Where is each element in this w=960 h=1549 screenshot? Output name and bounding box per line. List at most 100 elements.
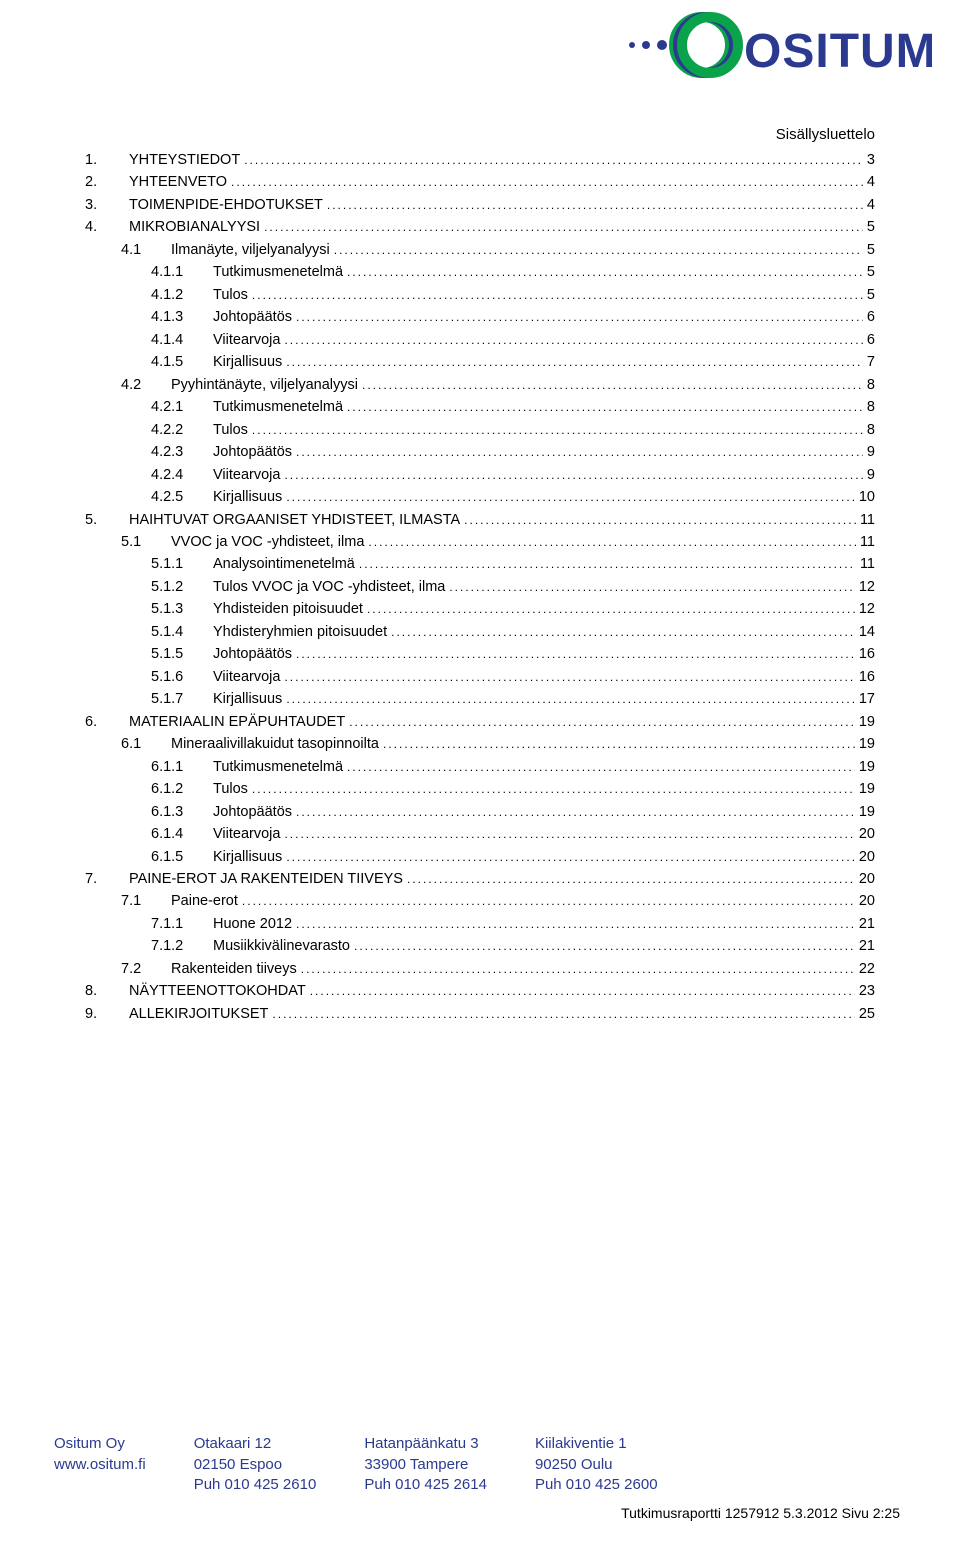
- toc-entry-title: Viitearvoja: [213, 826, 280, 842]
- toc-entry-page: 19: [855, 756, 875, 778]
- toc-leader: [248, 284, 863, 306]
- toc-entry[interactable]: 5.1.6Viitearvoja16: [85, 666, 875, 688]
- toc-entry-page: 21: [855, 913, 875, 935]
- toc-entry[interactable]: 6.MATERIAALIN EPÄPUHTAUDET19: [85, 711, 875, 733]
- toc-leader: [350, 935, 855, 957]
- toc-entry[interactable]: 4.MIKROBIANALYYSI5: [85, 216, 875, 238]
- toc-entry-label: 7.1Paine-erot: [121, 890, 238, 912]
- footer-line: Kiilakiventie 1: [535, 1434, 658, 1454]
- toc-entry[interactable]: 6.1.3Johtopäätös19: [85, 801, 875, 823]
- toc-entry-title: YHTEENVETO: [129, 174, 227, 190]
- toc-entry-title: Huone 2012: [213, 916, 292, 932]
- toc-entry[interactable]: 7.1Paine-erot20: [85, 890, 875, 912]
- toc-entry-number: 5.1.3: [151, 598, 213, 620]
- footer-column: Ositum Oywww.ositum.fi: [54, 1434, 146, 1495]
- toc-entry-page: 19: [855, 778, 875, 800]
- toc-entry-number: 5.1.4: [151, 621, 213, 643]
- footer-line: www.ositum.fi: [54, 1455, 146, 1475]
- toc-entry-page: 4: [863, 171, 875, 193]
- toc-leader: [460, 509, 856, 531]
- toc-entry[interactable]: 4.2.2Tulos8: [85, 419, 875, 441]
- toc-entry-page: 17: [855, 688, 875, 710]
- toc-entry[interactable]: 7.2Rakenteiden tiiveys22: [85, 958, 875, 980]
- toc-leader: [343, 756, 855, 778]
- toc-entry-page: 4: [863, 194, 875, 216]
- toc-entry-number: 4.1.4: [151, 329, 213, 351]
- toc-entry-label: 5.1.2Tulos VVOC ja VOC -yhdisteet, ilma: [151, 576, 445, 598]
- toc-entry[interactable]: 4.1.4Viitearvoja6: [85, 329, 875, 351]
- toc-entry[interactable]: 2.YHTEENVETO4: [85, 171, 875, 193]
- toc-entry-number: 5.1.7: [151, 688, 213, 710]
- toc-leader: [306, 980, 855, 1002]
- toc-entry-title: Tutkimusmenetelmä: [213, 264, 343, 280]
- toc-leader: [345, 711, 855, 733]
- toc-entry[interactable]: 4.1.1Tutkimusmenetelmä5: [85, 261, 875, 283]
- toc-entry-label: 4.2.2Tulos: [151, 419, 248, 441]
- toc-entry-label: 4.1.3Johtopäätös: [151, 306, 292, 328]
- toc-leader: [282, 486, 855, 508]
- toc-entry[interactable]: 6.1.1Tutkimusmenetelmä19: [85, 756, 875, 778]
- toc-entry[interactable]: 6.1Mineraalivillakuidut tasopinnoilta19: [85, 733, 875, 755]
- table-of-contents: 1.YHTEYSTIEDOT32.YHTEENVETO43.TOIMENPIDE…: [85, 149, 875, 1025]
- toc-entry[interactable]: 4.2.4Viitearvoja9: [85, 464, 875, 486]
- toc-entry-title: Tutkimusmenetelmä: [213, 399, 343, 415]
- toc-entry[interactable]: 5.1.3Yhdisteiden pitoisuudet12: [85, 598, 875, 620]
- toc-leader: [282, 846, 855, 868]
- toc-entry[interactable]: 5.1.4Yhdisteryhmien pitoisuudet14: [85, 621, 875, 643]
- toc-entry[interactable]: 9.ALLEKIRJOITUKSET25: [85, 1003, 875, 1025]
- toc-leader: [343, 396, 863, 418]
- toc-entry-number: 7.1.1: [151, 913, 213, 935]
- toc-entry[interactable]: 4.2.5Kirjallisuus10: [85, 486, 875, 508]
- toc-leader: [280, 666, 854, 688]
- toc-entry-page: 5: [863, 284, 875, 306]
- toc-entry-page: 10: [855, 486, 875, 508]
- toc-entry-label: 5.HAIHTUVAT ORGAANISET YHDISTEET, ILMAST…: [85, 509, 460, 531]
- toc-entry-label: 9.ALLEKIRJOITUKSET: [85, 1003, 268, 1025]
- report-line: Tutkimusraportti 1257912 5.3.2012 Sivu 2…: [54, 1505, 900, 1521]
- toc-entry-label: 4.1.1Tutkimusmenetelmä: [151, 261, 343, 283]
- toc-entry[interactable]: 3.TOIMENPIDE-EHDOTUKSET4: [85, 194, 875, 216]
- toc-entry-number: 4.2.3: [151, 441, 213, 463]
- toc-entry[interactable]: 1.YHTEYSTIEDOT3: [85, 149, 875, 171]
- toc-entry[interactable]: 4.2Pyyhintänäyte, viljelyanalyysi8: [85, 374, 875, 396]
- toc-entry-title: Kirjallisuus: [213, 489, 282, 505]
- toc-entry[interactable]: 4.1.2Tulos5: [85, 284, 875, 306]
- toc-entry[interactable]: 4.1Ilmanäyte, viljelyanalyysi5: [85, 239, 875, 261]
- toc-entry[interactable]: 7.1.2Musiikkivälinevarasto21: [85, 935, 875, 957]
- toc-entry-title: PAINE-EROT JA RAKENTEIDEN TIIVEYS: [129, 871, 403, 887]
- toc-entry[interactable]: 5.1VVOC ja VOC -yhdisteet, ilma11: [85, 531, 875, 553]
- toc-entry[interactable]: 6.1.2Tulos19: [85, 778, 875, 800]
- toc-leader: [445, 576, 855, 598]
- toc-entry[interactable]: 8.NÄYTTEENOTTOKOHDAT23: [85, 980, 875, 1002]
- toc-entry-number: 4.2.4: [151, 464, 213, 486]
- toc-entry[interactable]: 5.1.1Analysointimenetelmä11: [85, 553, 875, 575]
- toc-entry[interactable]: 5.HAIHTUVAT ORGAANISET YHDISTEET, ILMAST…: [85, 509, 875, 531]
- toc-entry[interactable]: 4.1.5Kirjallisuus7: [85, 351, 875, 373]
- toc-entry-page: 12: [855, 598, 875, 620]
- toc-entry[interactable]: 7.1.1Huone 2012 21: [85, 913, 875, 935]
- page-footer: Ositum Oywww.ositum.fiOtakaari 1202150 E…: [54, 1434, 900, 1521]
- toc-entry-label: 7.1.1Huone 2012: [151, 913, 292, 935]
- toc-entry-page: 16: [855, 666, 875, 688]
- toc-entry-number: 4.1.1: [151, 261, 213, 283]
- toc-entry-title: Pyyhintänäyte, viljelyanalyysi: [171, 377, 358, 393]
- toc-entry[interactable]: 6.1.5Kirjallisuus20: [85, 846, 875, 868]
- toc-leader: [387, 621, 855, 643]
- toc-entry[interactable]: 5.1.5Johtopäätös16: [85, 643, 875, 665]
- toc-entry[interactable]: 5.1.2Tulos VVOC ja VOC -yhdisteet, ilma1…: [85, 576, 875, 598]
- toc-leader: [282, 351, 863, 373]
- toc-entry-page: 9: [863, 441, 875, 463]
- toc-entry[interactable]: 4.2.3Johtopäätös9: [85, 441, 875, 463]
- toc-leader: [280, 464, 862, 486]
- toc-entry[interactable]: 6.1.4Viitearvoja20: [85, 823, 875, 845]
- toc-entry-page: 19: [855, 733, 875, 755]
- toc-entry[interactable]: 7.PAINE-EROT JA RAKENTEIDEN TIIVEYS20: [85, 868, 875, 890]
- toc-leader: [292, 306, 863, 328]
- toc-entry-page: 16: [855, 643, 875, 665]
- toc-entry-label: 4.2Pyyhintänäyte, viljelyanalyysi: [121, 374, 358, 396]
- toc-entry-number: 5.1.2: [151, 576, 213, 598]
- toc-entry[interactable]: 4.1.3Johtopäätös6: [85, 306, 875, 328]
- toc-entry[interactable]: 4.2.1Tutkimusmenetelmä8: [85, 396, 875, 418]
- footer-line: Otakaari 12: [194, 1434, 317, 1454]
- toc-entry[interactable]: 5.1.7Kirjallisuus17: [85, 688, 875, 710]
